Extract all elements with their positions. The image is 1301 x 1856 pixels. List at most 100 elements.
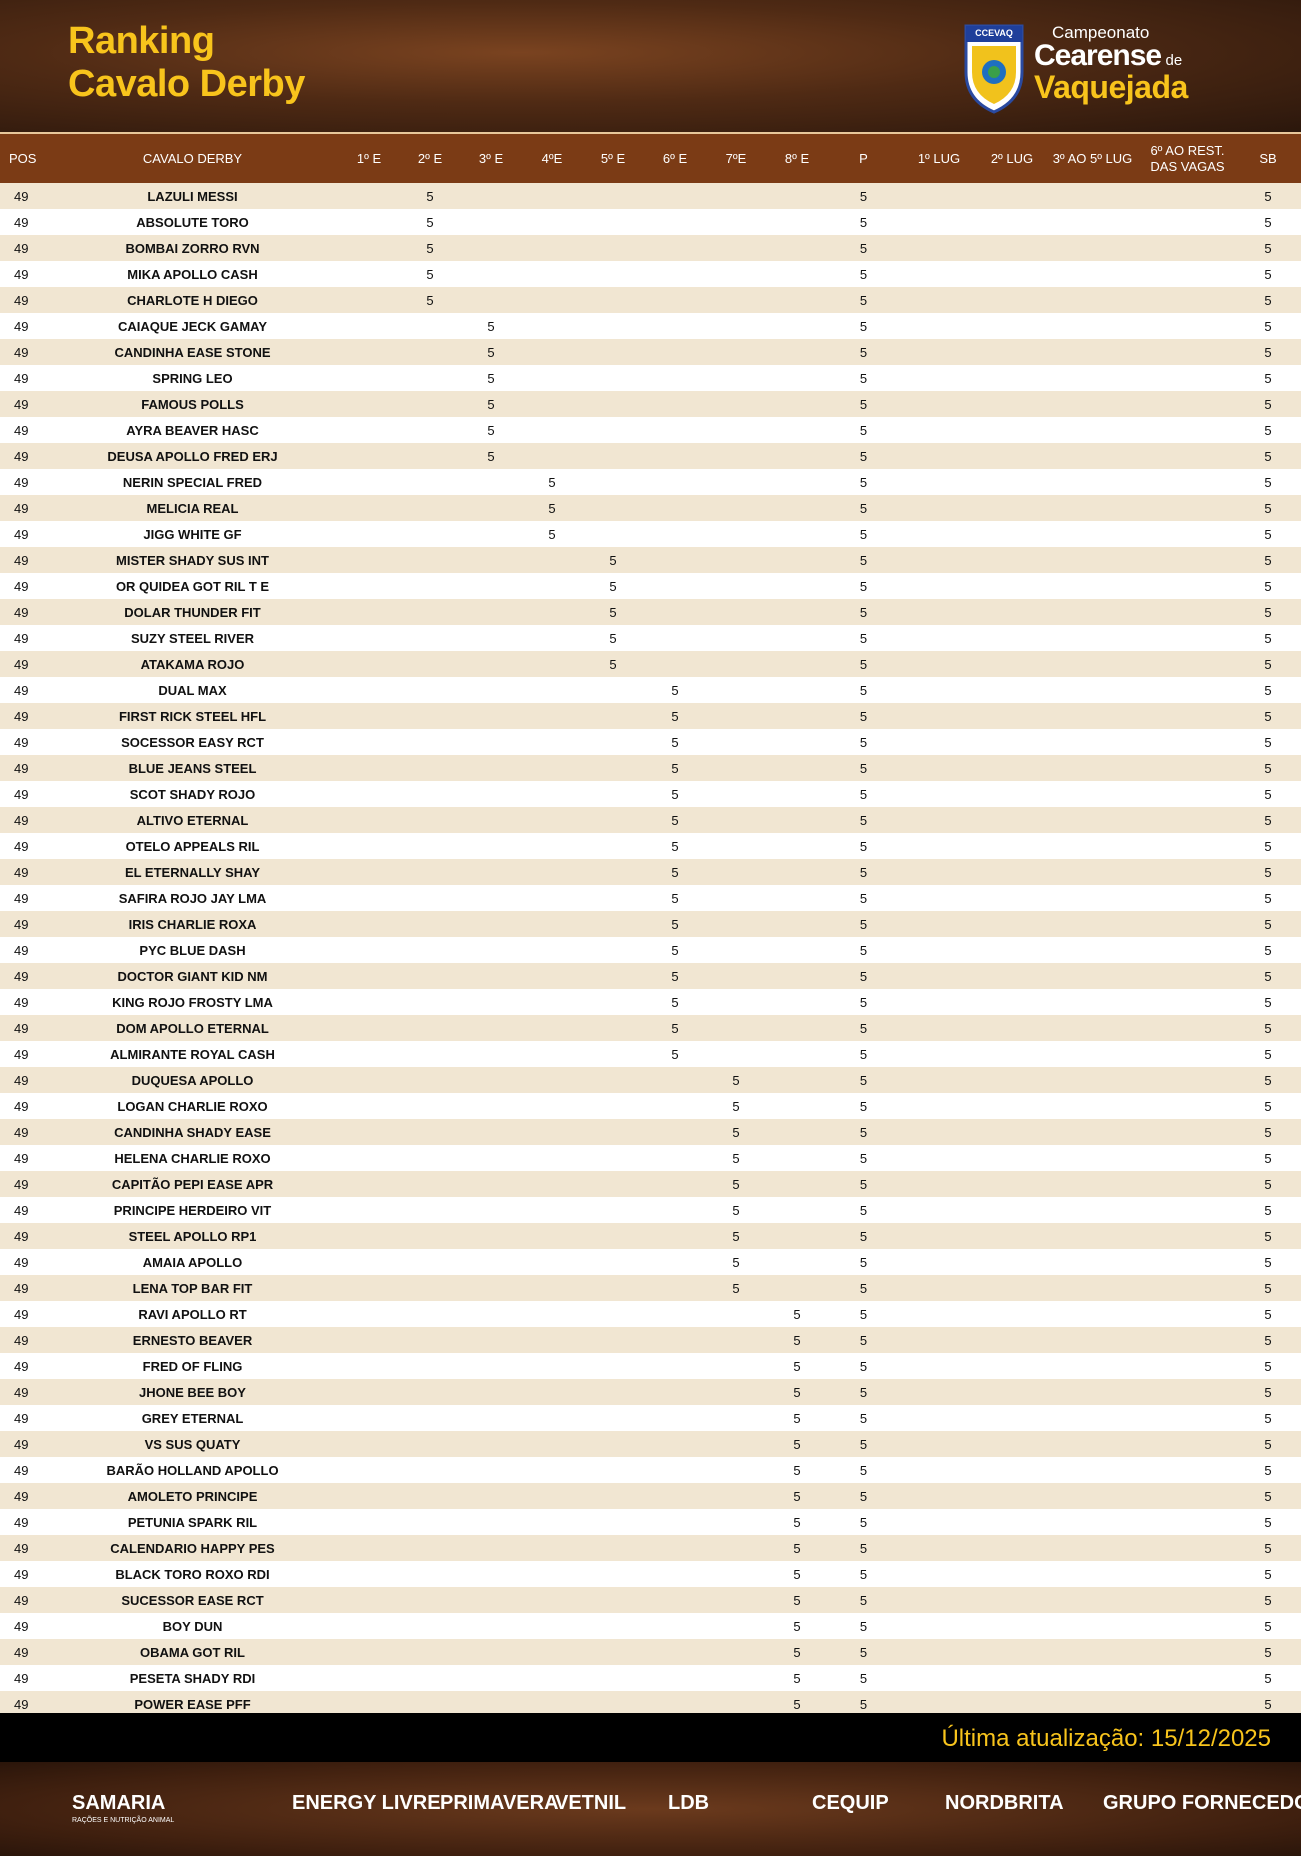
cell: 5 [706,1223,766,1249]
table-row: 49 CANDINHA SHADY EASE 5 5 5 [0,1119,1301,1145]
cell [979,1275,1045,1301]
cell [706,963,766,989]
cell [644,1535,706,1561]
horse-name: OTELO APPEALS RIL [47,833,338,859]
cell [899,1041,979,1067]
cell [706,625,766,651]
table-row: 49 ALTIVO ETERNAL 5 5 5 [0,807,1301,833]
cell [644,1457,706,1483]
cell [706,313,766,339]
cell: 5 [766,1327,828,1353]
cell: 5 [828,1275,899,1301]
cell [979,1639,1045,1665]
cell [400,651,460,677]
cell: 5 [400,183,460,209]
cell [706,781,766,807]
cell: 49 [0,599,47,625]
horse-name: ABSOLUTE TORO [47,209,338,235]
cell [766,1067,828,1093]
cell: 5 [828,1509,899,1535]
cell [400,443,460,469]
cell [1045,521,1140,547]
horse-name: RAVI APOLLO RT [47,1301,338,1327]
sponsor-name: SAMARIA [72,1792,166,1814]
horse-name: DOCTOR GIANT KID NM [47,963,338,989]
cell [706,1613,766,1639]
cell: 49 [0,1041,47,1067]
cell [338,417,400,443]
cell [1140,391,1235,417]
cell [400,1067,460,1093]
sponsor-name: VETNIL [555,1792,627,1814]
cell [400,885,460,911]
cell [706,547,766,573]
cell [766,781,828,807]
cell [460,911,522,937]
header: Ranking Cavalo Derby CCEVAQ Campeonato C… [0,0,1301,132]
cell [338,573,400,599]
cell [979,1457,1045,1483]
cell: 5 [1235,1509,1301,1535]
cell [706,261,766,287]
cell [582,1379,644,1405]
column-header: CAVALO DERBY [47,132,338,183]
horse-name: BOY DUN [47,1613,338,1639]
cell: 5 [582,573,644,599]
cell [522,1587,582,1613]
cell [979,677,1045,703]
column-header: POS [0,132,47,183]
cell: 5 [828,469,899,495]
cell: 5 [1235,443,1301,469]
cell: 5 [828,235,899,261]
cell [644,547,706,573]
cell: 5 [1235,183,1301,209]
cell [582,1431,644,1457]
horse-name: CHARLOTE H DIEGO [47,287,338,313]
cell [460,1145,522,1171]
cell: 49 [0,1457,47,1483]
cell: 5 [644,1015,706,1041]
cell [1140,1561,1235,1587]
cell [522,391,582,417]
cell: 5 [1235,885,1301,911]
cell: 5 [460,417,522,443]
cell: 5 [644,963,706,989]
cell [706,807,766,833]
cell: 5 [1235,729,1301,755]
cell [899,755,979,781]
cell [979,573,1045,599]
horse-name: JHONE BEE BOY [47,1379,338,1405]
table-row: 49 AYRA BEAVER HASC 5 5 5 [0,417,1301,443]
cell [522,651,582,677]
cell [706,573,766,599]
cell [400,859,460,885]
cell [644,1145,706,1171]
cell [1140,599,1235,625]
cell [1045,391,1140,417]
cell: 5 [400,287,460,313]
cell [1140,1665,1235,1691]
cell [1140,703,1235,729]
cell [644,287,706,313]
cell: 49 [0,1093,47,1119]
cell: 5 [766,1613,828,1639]
cell: 5 [828,989,899,1015]
horse-name: CANDINHA EASE STONE [47,339,338,365]
cell [706,1535,766,1561]
cell [338,729,400,755]
cell [1140,287,1235,313]
horse-name: IRIS CHARLIE ROXA [47,911,338,937]
horse-name: BLACK TORO ROXO RDI [47,1561,338,1587]
cell: 5 [1235,1145,1301,1171]
cell [706,1327,766,1353]
cell: 5 [1235,1457,1301,1483]
cell [338,989,400,1015]
cell [899,443,979,469]
cell: 5 [1235,1639,1301,1665]
title: Ranking Cavalo Derby [68,20,305,106]
cell [899,1223,979,1249]
cell [400,1015,460,1041]
cell [1140,1067,1235,1093]
cell [979,1535,1045,1561]
cell [1045,1171,1140,1197]
